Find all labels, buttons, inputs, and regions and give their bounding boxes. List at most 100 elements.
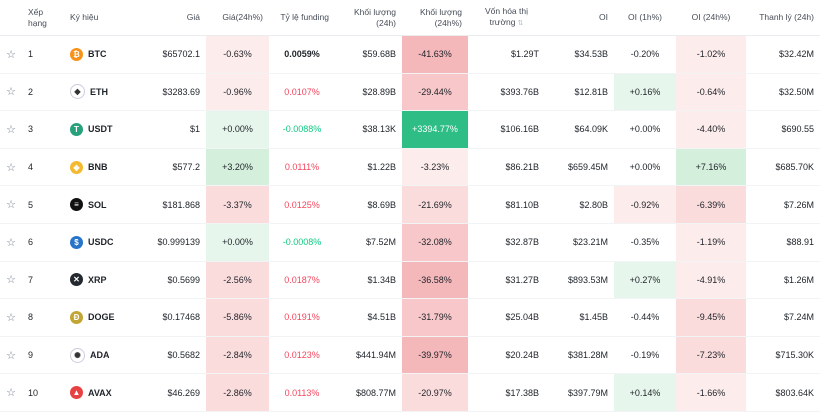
oi-cell: $381.28M	[545, 336, 614, 375]
oi-header[interactable]: OI	[545, 0, 614, 36]
volume-cell: $1.34B	[335, 261, 402, 300]
liquidation-cell: $32.42M	[746, 35, 820, 74]
price-change-cell: -2.56%	[206, 261, 269, 300]
table-row[interactable]: ☆ 1 ₿ BTC $65702.1 -0.63% 0.0059% $59.68…	[0, 35, 820, 74]
table-row[interactable]: ☆ 2 ◆ ETH $3283.69 -0.96% 0.0107% $28.89…	[0, 73, 820, 112]
liquidation-cell: $803.64K	[746, 373, 820, 412]
oi-1h-cell: -0.35%	[614, 223, 676, 262]
market-cap-header[interactable]: Vốn hóa thị trường ⇅	[468, 0, 545, 36]
price-cell: $65702.1	[146, 35, 206, 74]
funding-cell: 0.0059%	[269, 35, 335, 74]
price-change-cell: -0.96%	[206, 73, 269, 112]
rank-cell: 3	[22, 110, 64, 149]
rank-header[interactable]: Xếp hạng	[22, 0, 64, 36]
coin-label: ✕ XRP	[70, 273, 140, 287]
symbol-cell[interactable]: ✺ ADA	[64, 336, 146, 375]
volume-header[interactable]: Khối lượng (24h)	[335, 0, 402, 36]
bnb-icon: ◈	[70, 160, 83, 174]
doge-icon: Ð	[70, 310, 83, 324]
price-cell: $0.17468	[146, 298, 206, 337]
symbol-cell[interactable]: ◈ BNB	[64, 148, 146, 187]
funding-header[interactable]: Tỷ lệ funding	[269, 0, 335, 36]
symbol-cell[interactable]: ≡ SOL	[64, 185, 146, 224]
favorite-star-icon[interactable]: ☆	[0, 73, 22, 112]
symbol-header[interactable]: Ký hiệu	[64, 0, 146, 36]
symbol-cell[interactable]: ✕ XRP	[64, 261, 146, 300]
oi-24h-cell: -4.40%	[676, 110, 746, 149]
table-row[interactable]: ☆ 10 ▲ AVAX $46.269 -2.86% 0.0113% $808.…	[0, 373, 820, 412]
volume-cell: $8.69B	[335, 185, 402, 224]
volume-cell: $1.22B	[335, 148, 402, 187]
symbol-cell[interactable]: ◆ ETH	[64, 73, 146, 112]
funding-cell: 0.0107%	[269, 73, 335, 112]
liquidation-cell: $7.26M	[746, 185, 820, 224]
market-cap-cell: $86.21B	[468, 148, 545, 187]
sort-icon[interactable]: ⇅	[517, 20, 524, 27]
favorite-star-icon[interactable]: ☆	[0, 261, 22, 300]
favorite-star-icon[interactable]: ☆	[0, 336, 22, 375]
oi-1h-cell: -0.44%	[614, 298, 676, 337]
price-header[interactable]: Giá	[146, 0, 206, 36]
oi-cell: $397.79M	[545, 373, 614, 412]
volume-change-cell: -21.69%	[402, 185, 468, 224]
volume-cell: $59.68B	[335, 35, 402, 74]
liquidation-cell: $7.24M	[746, 298, 820, 337]
table-row[interactable]: ☆ 7 ✕ XRP $0.5699 -2.56% 0.0187% $1.34B …	[0, 261, 820, 300]
volume-change-header[interactable]: Khối lượng (24h%)	[402, 0, 468, 36]
funding-cell: 0.0123%	[269, 336, 335, 375]
coin-symbol: BNB	[88, 162, 108, 173]
oi-1h-cell: -0.92%	[614, 185, 676, 224]
coin-symbol: DOGE	[88, 312, 115, 323]
oi-cell: $2.80B	[545, 185, 614, 224]
rank-cell: 7	[22, 261, 64, 300]
coin-symbol: SOL	[88, 199, 107, 210]
market-cap-cell: $81.10B	[468, 185, 545, 224]
symbol-cell[interactable]: T USDT	[64, 110, 146, 149]
coin-label: T USDT	[70, 122, 140, 136]
favorite-star-icon[interactable]: ☆	[0, 110, 22, 149]
coin-label: $ USDC	[70, 235, 140, 249]
table-row[interactable]: ☆ 8 Ð DOGE $0.17468 -5.86% 0.0191% $4.51…	[0, 298, 820, 337]
favorite-star-icon[interactable]: ☆	[0, 185, 22, 224]
usdc-icon: $	[70, 235, 83, 249]
table-row[interactable]: ☆ 5 ≡ SOL $181.868 -3.37% 0.0125% $8.69B…	[0, 185, 820, 224]
price-cell: $181.868	[146, 185, 206, 224]
rank-cell: 10	[22, 373, 64, 412]
tether-icon: T	[70, 122, 83, 136]
market-cap-cell: $31.27B	[468, 261, 545, 300]
oi-24h-header[interactable]: OI (24h%)	[676, 0, 746, 36]
symbol-cell[interactable]: Ð DOGE	[64, 298, 146, 337]
oi-1h-header[interactable]: OI (1h%)	[614, 0, 676, 36]
table-row[interactable]: ☆ 3 T USDT $1 +0.00% -0.0088% $38.13K +3…	[0, 110, 820, 149]
favorite-star-icon[interactable]: ☆	[0, 35, 22, 74]
rank-cell: 5	[22, 185, 64, 224]
rank-cell: 6	[22, 223, 64, 262]
liquidation-cell: $88.91	[746, 223, 820, 262]
table-row[interactable]: ☆ 4 ◈ BNB $577.2 +3.20% 0.0111% $1.22B -…	[0, 148, 820, 187]
price-change-cell: -2.86%	[206, 373, 269, 412]
favorite-star-icon[interactable]: ☆	[0, 148, 22, 187]
market-cap-cell: $106.16B	[468, 110, 545, 149]
table-row[interactable]: ☆ 9 ✺ ADA $0.5682 -2.84% 0.0123% $441.94…	[0, 336, 820, 375]
favorite-star-icon[interactable]: ☆	[0, 223, 22, 262]
oi-cell: $12.81B	[545, 73, 614, 112]
ethereum-icon: ◆	[70, 84, 85, 100]
symbol-cell[interactable]: ₿ BTC	[64, 35, 146, 74]
price-change-header[interactable]: Giá(24h%)	[206, 0, 269, 36]
price-change-cell: +3.20%	[206, 148, 269, 187]
symbol-cell[interactable]: ▲ AVAX	[64, 373, 146, 412]
liquidation-header[interactable]: Thanh lý (24h)	[746, 0, 820, 36]
favorite-star-icon[interactable]: ☆	[0, 373, 22, 412]
coin-label: ◆ ETH	[70, 84, 140, 100]
coin-label: ✺ ADA	[70, 347, 140, 363]
rank-cell: 4	[22, 148, 64, 187]
favorite-star-icon[interactable]: ☆	[0, 298, 22, 337]
table-row[interactable]: ☆ 6 $ USDC $0.999139 +0.00% -0.0008% $7.…	[0, 223, 820, 262]
symbol-cell[interactable]: $ USDC	[64, 223, 146, 262]
coin-symbol: AVAX	[88, 387, 112, 398]
rank-cell: 9	[22, 336, 64, 375]
market-cap-header-label: Vốn hóa thị trường	[484, 6, 528, 27]
coin-label: ≡ SOL	[70, 198, 140, 212]
price-change-cell: -5.86%	[206, 298, 269, 337]
